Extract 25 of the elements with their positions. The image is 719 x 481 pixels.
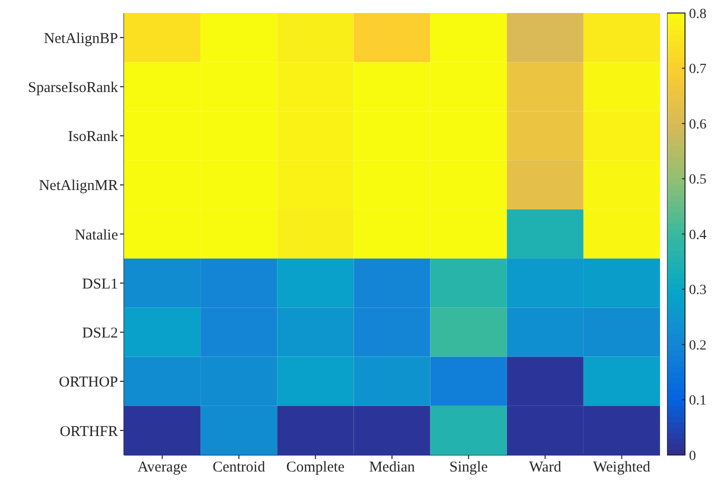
color-bar-label: 0.3 [689, 283, 706, 298]
x-tick-label: Single [449, 460, 488, 476]
y-tick-label: ORTHOP [58, 374, 118, 391]
y-tick-label: SparseIsoRank [28, 80, 118, 96]
x-tick-label: Weighted [593, 460, 651, 476]
color-bar-label: 0.2 [689, 338, 706, 354]
color-bar-label: 0.7 [689, 62, 706, 78]
color-bar-label: 0.1 [689, 394, 706, 409]
y-tick-label: NetAlignMR [38, 178, 118, 194]
color-bar-label: 0.5 [689, 172, 706, 188]
x-tick-label: Average [137, 460, 188, 476]
color-bar-label: 0.6 [689, 117, 706, 132]
y-tick-label: ORTHFR [60, 424, 118, 440]
color-bar-label: 0.8 [689, 6, 706, 22]
y-tick-label: DSL2 [82, 326, 118, 342]
color-bar-label: 0 [689, 448, 696, 464]
y-tick-label: DSL1 [82, 276, 118, 292]
color-bar-label: 0.4 [689, 228, 706, 243]
y-tick-label: NetAlignBP [44, 30, 118, 47]
x-tick-label: Complete [286, 460, 345, 476]
x-tick-label: Median [369, 460, 416, 476]
y-tick-label: Natalie [74, 227, 118, 244]
x-tick-label: Centroid [212, 460, 266, 476]
y-tick-label: IsoRank [68, 129, 118, 146]
x-tick-label: Ward [529, 460, 562, 476]
